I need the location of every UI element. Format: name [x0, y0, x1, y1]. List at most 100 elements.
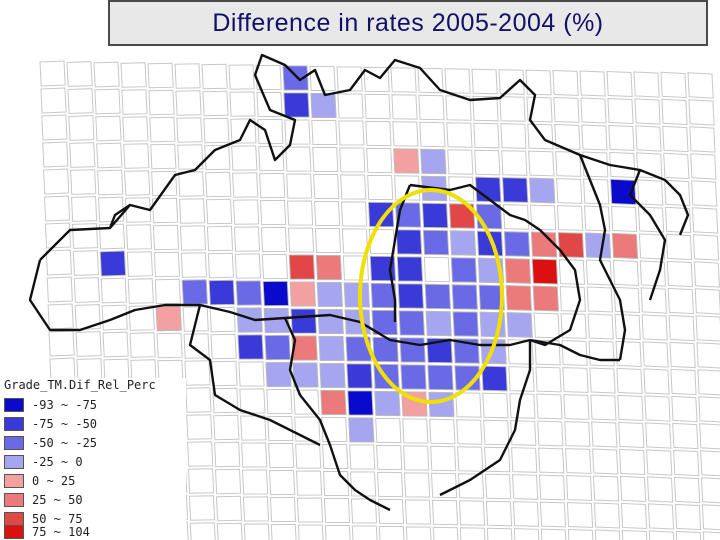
grid-cell-colored	[398, 310, 425, 336]
grid-cell-colored	[290, 308, 317, 334]
grid-cell-empty	[669, 341, 696, 369]
grid-cell-empty	[529, 204, 557, 231]
legend-row: 50 ~ 75	[4, 511, 83, 527]
grid-cell-empty	[620, 502, 648, 530]
grid-cell-empty	[689, 126, 716, 153]
grid-cell-empty	[472, 95, 499, 122]
grid-cell-empty	[700, 450, 720, 477]
grid-cell-colored	[422, 229, 450, 256]
grid-cell-empty	[559, 286, 586, 312]
grid-cell-empty	[537, 420, 564, 447]
grid-cell-empty	[151, 197, 179, 224]
grid-cell-colored	[235, 280, 262, 306]
grid-cell-empty	[637, 206, 665, 233]
grid-cell-colored	[263, 307, 290, 334]
grid-cell-empty	[40, 87, 67, 114]
grid-cell-empty	[47, 303, 74, 330]
grid-cell-empty	[607, 97, 634, 125]
grid-cell-colored	[345, 336, 372, 362]
grid-cell-empty	[39, 60, 66, 87]
grid-cell-empty	[178, 198, 206, 224]
grid-cell-empty	[97, 196, 125, 223]
grid-cell-colored	[347, 390, 374, 416]
grid-cell-empty	[44, 222, 72, 249]
grid-cell-empty	[258, 145, 285, 172]
grid-cell-empty	[554, 123, 581, 150]
grid-cell-colored	[283, 92, 310, 118]
grid-cell-empty	[122, 116, 149, 142]
grid-cell-empty	[202, 90, 229, 117]
grid-cell-empty	[594, 529, 621, 540]
grid-cell-colored	[532, 285, 559, 312]
grid-cell-empty	[402, 418, 429, 444]
grid-cell-empty	[296, 497, 324, 523]
grid-cell-empty	[100, 277, 127, 304]
legend-label: -25 ~ 0	[32, 455, 83, 469]
grid-cell-empty	[553, 96, 580, 123]
grid-cell-empty	[455, 392, 482, 418]
grid-cell-empty	[432, 526, 459, 540]
grid-cell-empty	[210, 333, 237, 360]
grid-cell-empty	[175, 90, 202, 116]
internal-boundary-6	[628, 169, 667, 301]
grid-cell-empty	[336, 66, 363, 92]
grid-cell-empty	[207, 252, 235, 279]
grid-cell-empty	[692, 234, 720, 261]
grid-cell-empty	[591, 421, 618, 448]
grid-cell-empty	[691, 207, 719, 234]
grid-cell-empty	[564, 421, 591, 447]
grid-cell-empty	[688, 99, 715, 126]
grid-cell-empty	[644, 395, 671, 422]
grid-cell-colored	[481, 365, 508, 392]
grid-cell-empty	[184, 360, 211, 386]
grid-cell-empty	[375, 417, 402, 444]
legend-swatch	[4, 493, 24, 507]
grid-cell-empty	[211, 360, 238, 387]
grid-cell-empty	[430, 445, 457, 472]
grid-cell-empty	[615, 340, 642, 368]
grid-cell-empty	[349, 444, 376, 470]
grid-cell-empty	[563, 394, 590, 420]
grid-cell-colored	[478, 284, 505, 311]
grid-cell-empty	[555, 151, 582, 177]
grid-cell-empty	[675, 530, 702, 540]
grid-cell-empty	[619, 448, 646, 476]
grid-cell-empty	[612, 259, 640, 287]
grid-cell-empty	[270, 523, 297, 540]
grid-cell-empty	[94, 88, 121, 115]
grid-cell-empty	[42, 141, 69, 168]
legend-swatch	[4, 525, 24, 539]
map-title: Difference in rates 2005-2004 (%)	[212, 8, 604, 37]
grid-cell-empty	[501, 150, 528, 176]
legend-swatch	[4, 436, 24, 450]
grid-cell-empty	[71, 223, 99, 249]
grid-cell-empty	[673, 476, 701, 504]
grid-cell-colored	[372, 336, 399, 363]
grid-cell-empty	[128, 305, 155, 331]
grid-cell-empty	[241, 469, 269, 495]
grid-cell-empty	[457, 446, 484, 472]
grid-cell-empty	[695, 315, 720, 342]
grid-cell-empty	[637, 179, 664, 206]
grid-cell-empty	[419, 121, 446, 148]
grid-cell-empty	[341, 228, 369, 254]
grid-cell-empty	[458, 500, 486, 526]
grid-cell-colored	[99, 250, 126, 277]
grid-cell-empty	[552, 69, 579, 96]
grid-cell-empty	[588, 340, 615, 367]
grid-cell-empty	[528, 150, 555, 177]
legend-label: -93 ~ -75	[32, 398, 98, 412]
grid-cell-empty	[665, 233, 693, 261]
grid-cell-empty	[586, 286, 613, 313]
grid-cell-empty	[209, 306, 236, 333]
grid-cell-empty	[621, 529, 648, 540]
grid-cell-empty	[179, 225, 207, 251]
grid-cell-empty	[259, 172, 286, 199]
internal-boundary-9	[108, 204, 131, 229]
legend-label: 25 ~ 50	[32, 493, 83, 507]
grid-cell-empty	[700, 477, 720, 504]
grid-cell-colored	[504, 258, 531, 284]
grid-cell-colored	[369, 255, 396, 282]
legend-swatch	[4, 474, 24, 488]
grid-cell-empty	[473, 122, 500, 149]
